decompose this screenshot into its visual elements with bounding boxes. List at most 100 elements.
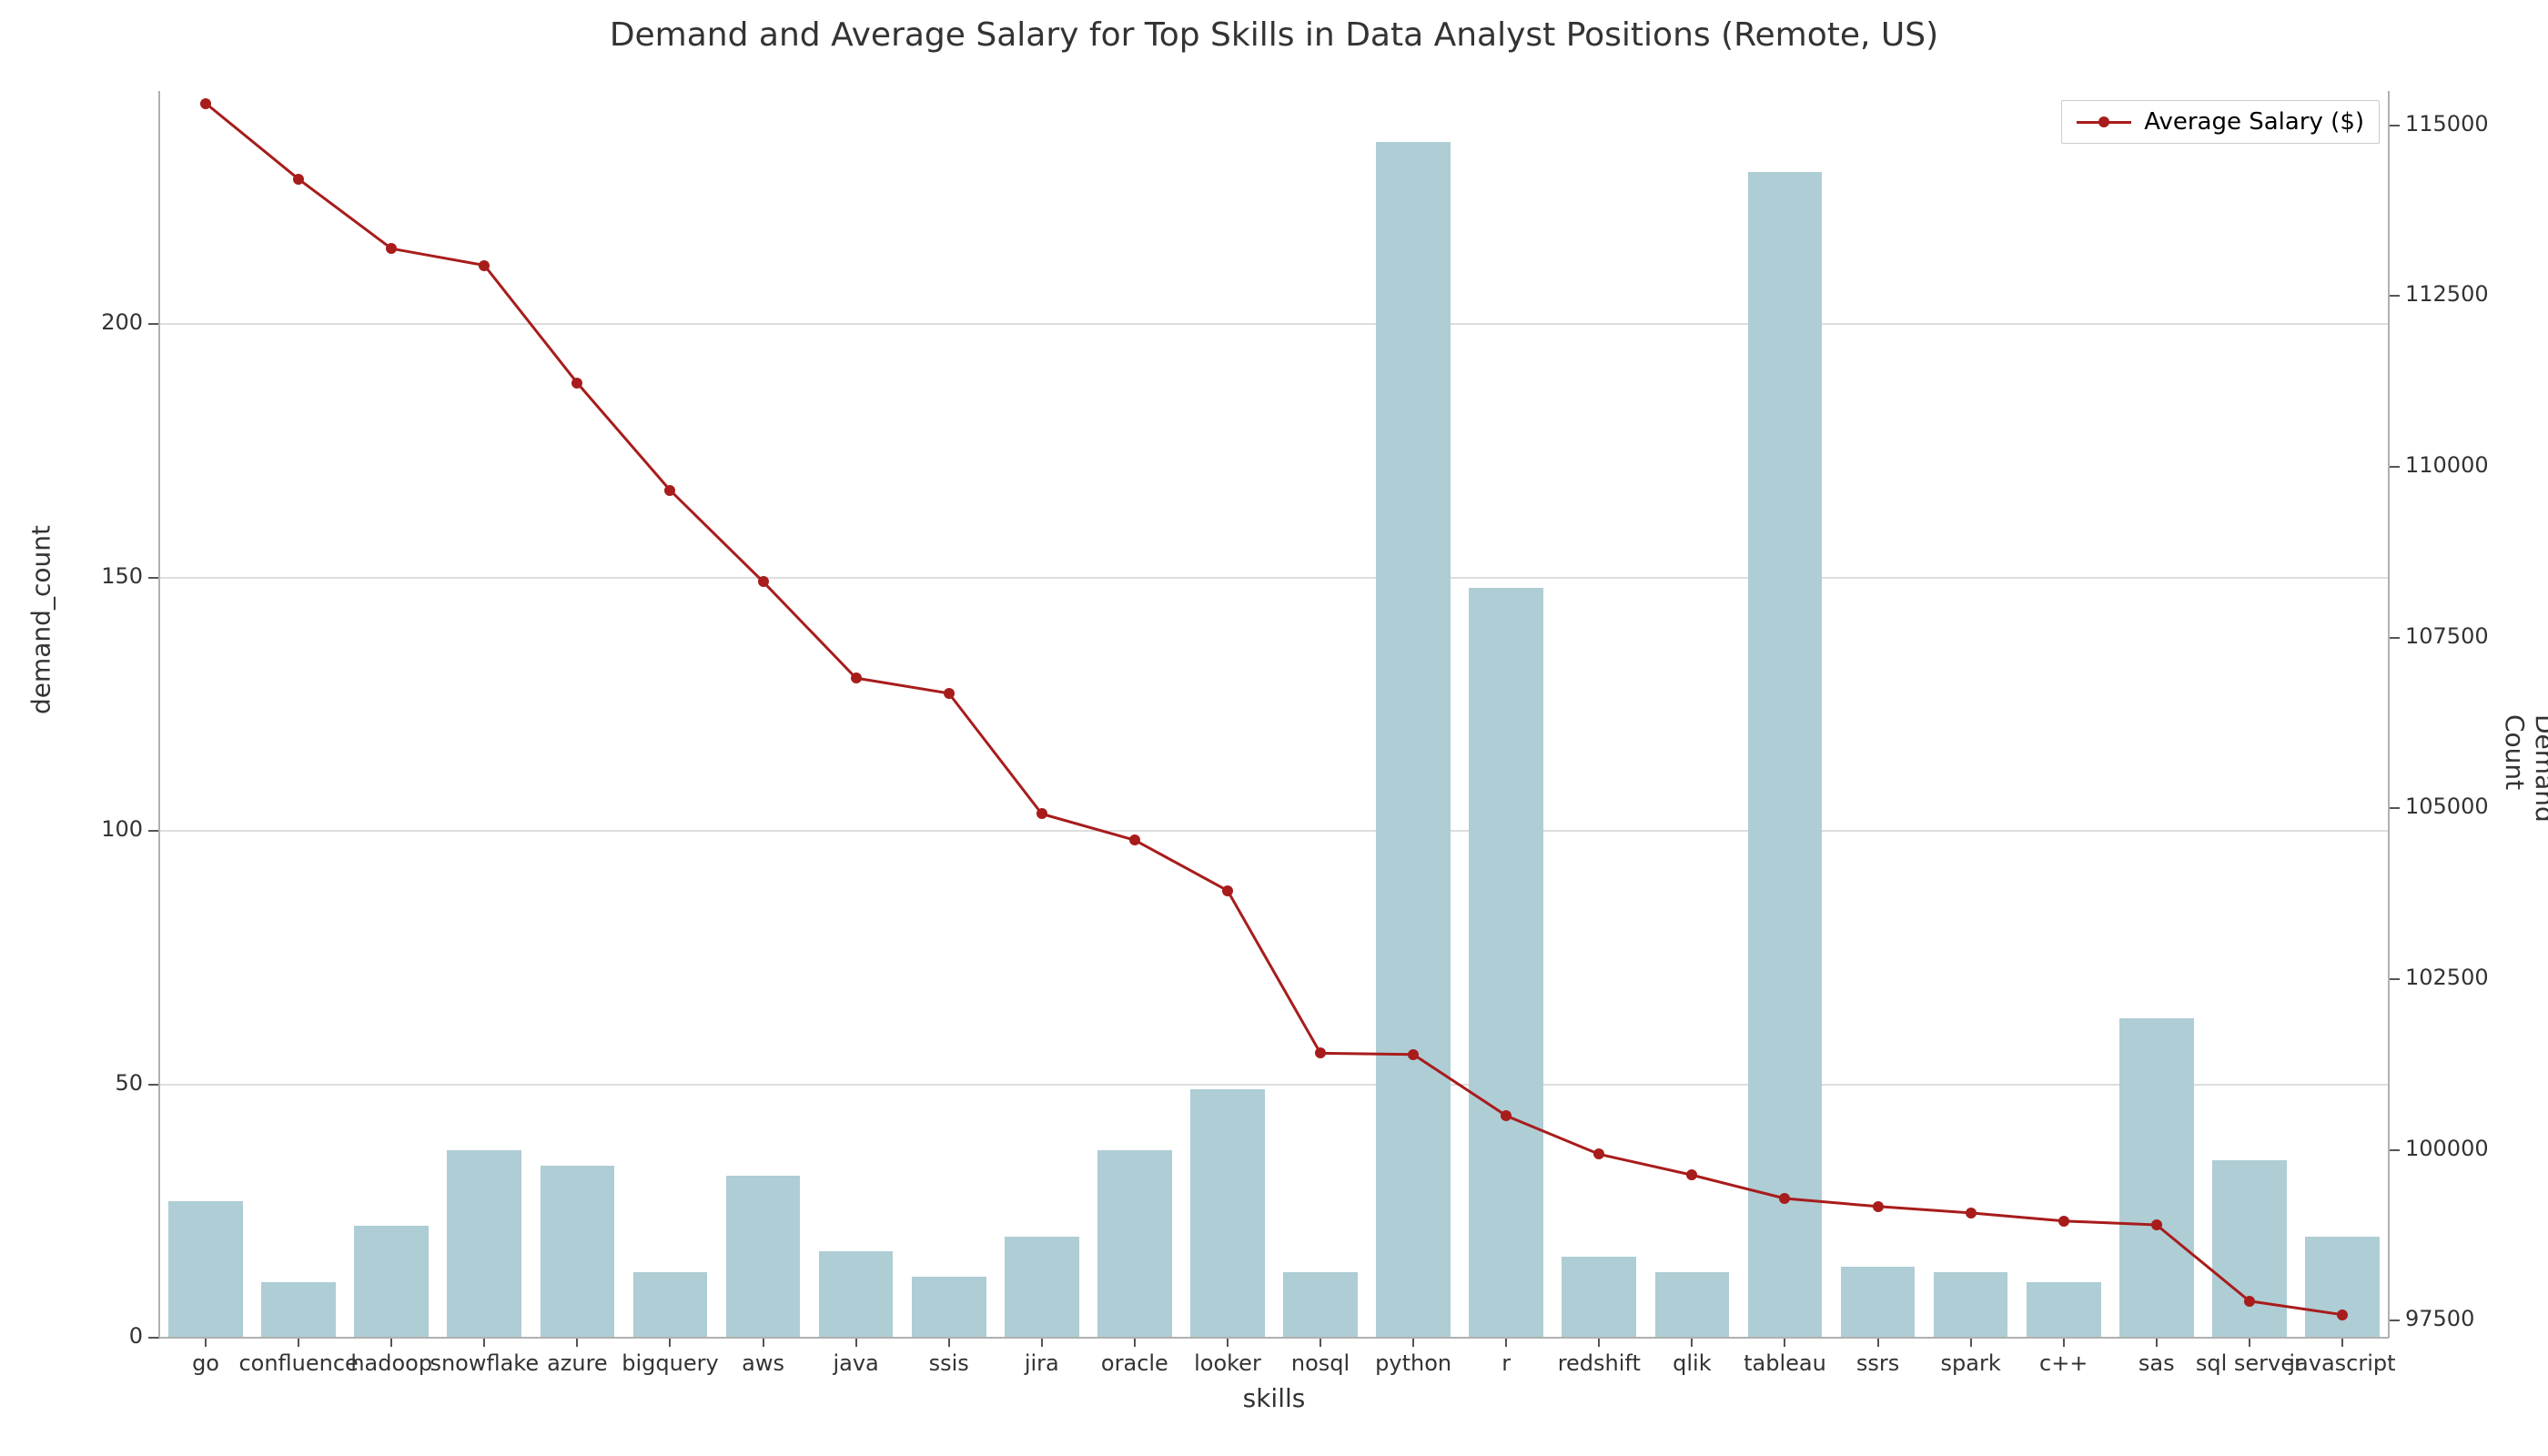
bar <box>726 1176 801 1338</box>
salary-marker <box>200 98 211 109</box>
x-axis-tick <box>1877 1338 1879 1347</box>
x-axis-tick-label: javascript <box>2289 1350 2395 1376</box>
x-axis-tick <box>1134 1338 1136 1347</box>
gridline <box>159 323 2389 325</box>
bar <box>1562 1257 1636 1338</box>
x-axis-tick-label: c++ <box>2039 1350 2088 1376</box>
x-axis-tick <box>1970 1338 1972 1347</box>
axis-spine <box>2388 91 2390 1338</box>
right-y-axis-title: Demand Count <box>2500 714 2548 823</box>
x-axis-tick-label: qlik <box>1673 1350 1711 1376</box>
bar <box>447 1150 521 1338</box>
salary-marker <box>1408 1049 1419 1060</box>
x-axis-tick <box>669 1338 671 1347</box>
x-axis-tick-label: snowflake <box>430 1350 539 1376</box>
right-axis-tick-label: 110000 <box>2405 452 2489 478</box>
gridline <box>159 577 2389 579</box>
left-axis-tick-label: 150 <box>101 563 143 589</box>
right-axis-tick-label: 105000 <box>2405 794 2489 819</box>
gridline <box>159 830 2389 832</box>
bar <box>2212 1160 2287 1338</box>
bar <box>1748 172 1823 1338</box>
x-axis-tick <box>2063 1338 2065 1347</box>
bar <box>2305 1237 2380 1338</box>
x-axis-tick-label: nosql <box>1291 1350 1350 1376</box>
right-axis-tick-label: 100000 <box>2405 1136 2489 1161</box>
salary-marker <box>1966 1208 1977 1218</box>
legend-label: Average Salary ($) <box>2144 108 2364 136</box>
x-axis-tick-label: python <box>1375 1350 1451 1376</box>
chart-root: 050100150200goconfluencehadoopsnowflakea… <box>0 0 2548 1456</box>
x-axis-tick <box>1598 1338 1600 1347</box>
x-axis-tick-label: jira <box>1025 1350 1059 1376</box>
right-axis-tick <box>2389 295 2400 297</box>
salary-marker <box>2337 1309 2348 1320</box>
chart-title: Demand and Average Salary for Top Skills… <box>0 16 2548 54</box>
bar <box>819 1251 894 1338</box>
x-axis-tick <box>1412 1338 1414 1347</box>
bar <box>1097 1150 1172 1338</box>
bar <box>1376 142 1451 1338</box>
x-axis-tick-label: bigquery <box>622 1350 718 1376</box>
salary-marker <box>1873 1201 1884 1212</box>
x-axis-tick-label: spark <box>1941 1350 2001 1376</box>
left-axis-tick-label: 100 <box>101 816 143 842</box>
salary-marker <box>2244 1296 2255 1307</box>
bar <box>2027 1282 2101 1338</box>
x-axis-tick-label: oracle <box>1101 1350 1168 1376</box>
x-axis-tick <box>2156 1338 2158 1347</box>
bar <box>541 1166 615 1338</box>
salary-marker <box>293 174 304 185</box>
right-axis-tick <box>2389 637 2400 639</box>
x-axis-tick <box>390 1338 392 1347</box>
x-axis-tick-label: sql server <box>2196 1350 2303 1376</box>
x-axis-title: skills <box>1243 1383 1306 1413</box>
right-axis-tick <box>2389 807 2400 809</box>
x-axis-tick-label: sas <box>2138 1350 2175 1376</box>
gridline <box>159 1084 2389 1086</box>
bar <box>1841 1267 1916 1338</box>
x-axis-tick-label: confluence <box>238 1350 358 1376</box>
x-axis-tick-label: looker <box>1194 1350 1261 1376</box>
x-axis-tick <box>1227 1338 1228 1347</box>
x-axis-tick <box>298 1338 299 1347</box>
bar <box>1283 1272 1358 1338</box>
x-axis-tick <box>855 1338 857 1347</box>
bar <box>912 1277 986 1338</box>
bar <box>168 1201 243 1338</box>
salary-marker <box>1222 885 1233 896</box>
right-axis-tick <box>2389 1149 2400 1151</box>
legend-sample <box>2077 113 2131 131</box>
right-axis-tick-label: 107500 <box>2405 623 2489 649</box>
x-axis-tick-label: r <box>1502 1350 1511 1376</box>
legend: Average Salary ($) <box>2061 100 2380 144</box>
right-axis-tick-label: 112500 <box>2405 281 2489 307</box>
x-axis-tick-label: ssrs <box>1856 1350 1899 1376</box>
left-y-axis-title: demand_count <box>26 525 56 714</box>
x-axis-tick-label: hadoop <box>350 1350 432 1376</box>
x-axis-tick <box>1784 1338 1785 1347</box>
axis-spine <box>158 91 160 1338</box>
x-axis-tick <box>763 1338 764 1347</box>
salary-marker <box>944 688 955 699</box>
x-axis-tick <box>1691 1338 1693 1347</box>
axis-spine <box>159 1337 2389 1339</box>
x-axis-tick <box>576 1338 578 1347</box>
right-axis-tick <box>2389 125 2400 126</box>
bar <box>1005 1237 1079 1338</box>
x-axis-tick <box>948 1338 950 1347</box>
x-axis-tick <box>2249 1338 2250 1347</box>
x-axis-tick-label: java <box>833 1350 878 1376</box>
x-axis-tick <box>483 1338 485 1347</box>
left-axis-tick-label: 50 <box>115 1070 143 1096</box>
bar <box>354 1226 429 1338</box>
right-axis-tick-label: 97500 <box>2405 1306 2474 1331</box>
salary-marker <box>851 672 862 683</box>
salary-marker <box>758 576 769 587</box>
left-axis-tick-label: 200 <box>101 309 143 335</box>
x-axis-tick-label: redshift <box>1558 1350 1641 1376</box>
x-axis-tick <box>1041 1338 1043 1347</box>
bar <box>1655 1272 1730 1338</box>
right-axis-tick <box>2389 978 2400 980</box>
salary-marker <box>2058 1216 2069 1227</box>
